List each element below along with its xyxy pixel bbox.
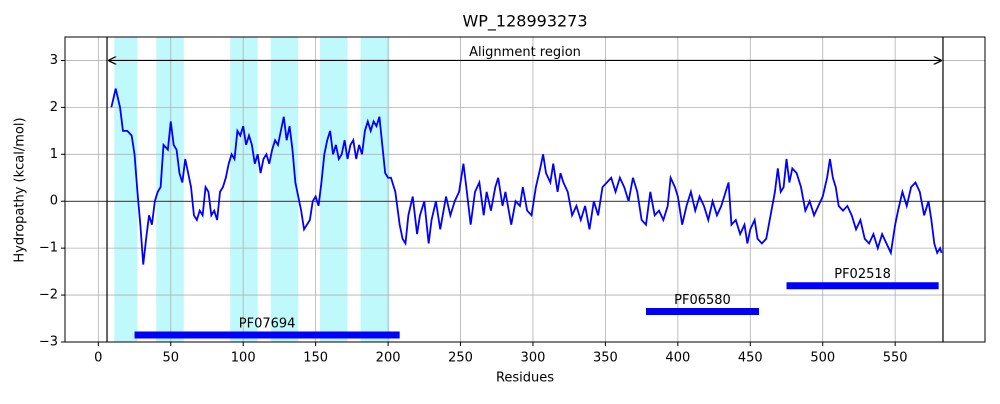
y-tick-label: −1 <box>39 241 58 256</box>
alignment-label: Alignment region <box>469 45 581 60</box>
tm-band <box>230 37 258 342</box>
y-axis-label: Hydropathy (kcal/mol) <box>13 117 28 262</box>
domain-label: PF07694 <box>239 316 296 331</box>
x-tick-label: 450 <box>738 351 763 366</box>
y-tick-label: −3 <box>39 335 58 350</box>
x-tick-label: 550 <box>883 351 908 366</box>
x-tick-label: 0 <box>94 351 102 366</box>
tm-band <box>360 37 390 342</box>
x-axis-label: Residues <box>496 371 554 386</box>
chart-title: WP_128993273 <box>462 12 587 32</box>
hydropathy-line <box>110 88 943 265</box>
domain-label: PF02518 <box>834 267 891 282</box>
x-tick-label: 100 <box>231 351 256 366</box>
x-tick-label: 500 <box>810 351 835 366</box>
tm-band <box>156 37 184 342</box>
x-tick-label: 200 <box>376 351 401 366</box>
y-tick-label: 0 <box>50 194 58 209</box>
y-tick-label: 2 <box>50 100 58 115</box>
y-tick-label: 3 <box>50 53 58 68</box>
tm-band <box>270 37 299 342</box>
domain-label: PF06580 <box>674 293 731 308</box>
x-tick-label: 150 <box>303 351 328 366</box>
x-tick-label: 250 <box>448 351 473 366</box>
x-tick-label: 400 <box>665 351 690 366</box>
y-tick-label: −2 <box>39 288 58 303</box>
tm-band <box>319 37 348 342</box>
x-tick-label: 50 <box>162 351 179 366</box>
x-tick-label: 300 <box>521 351 546 366</box>
plot-frame <box>64 36 986 343</box>
tm-band <box>114 37 138 342</box>
x-tick-label: 350 <box>593 351 618 366</box>
y-tick-label: 1 <box>50 147 58 162</box>
